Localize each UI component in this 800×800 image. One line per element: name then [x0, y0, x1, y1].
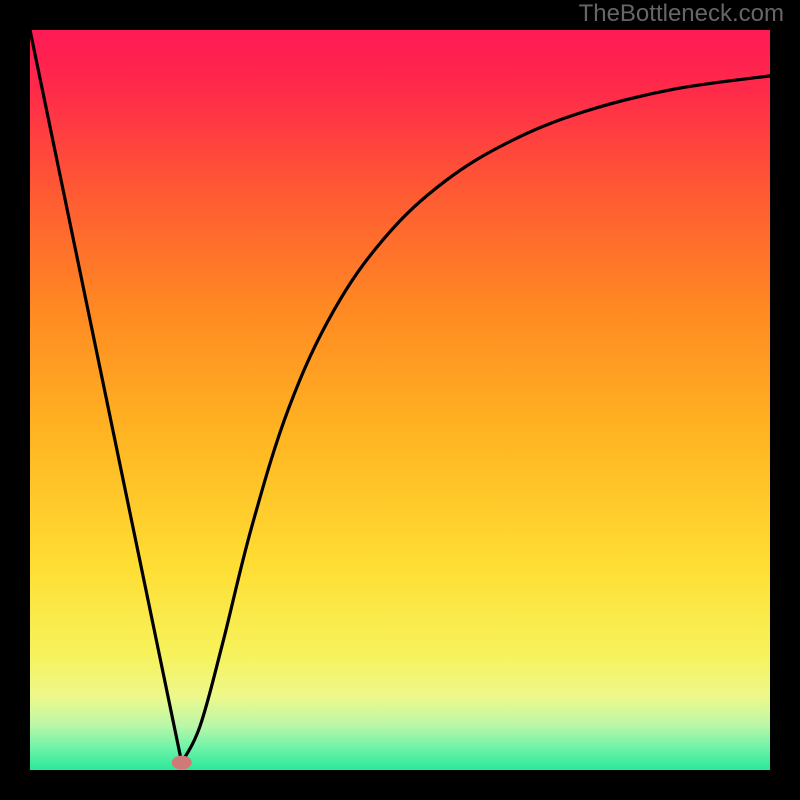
watermark-text: TheBottleneck.com [579, 0, 784, 28]
optimal-point-marker [172, 756, 192, 770]
plot-background [30, 30, 770, 770]
chart-frame: TheBottleneck.com [0, 0, 800, 800]
chart-svg [0, 0, 800, 800]
